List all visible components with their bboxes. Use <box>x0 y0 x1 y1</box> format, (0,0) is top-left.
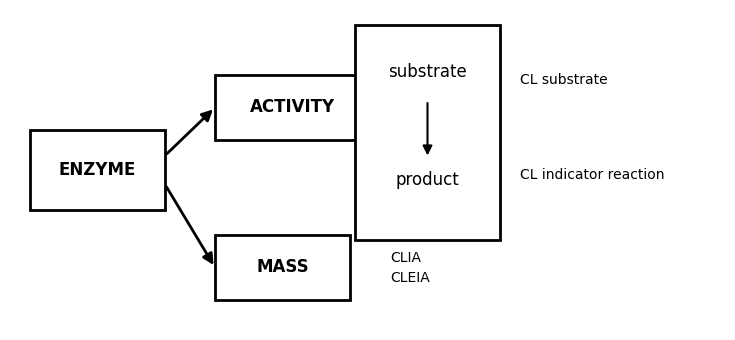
Text: CL indicator reaction: CL indicator reaction <box>520 168 664 182</box>
Text: MASS: MASS <box>257 258 309 276</box>
Text: product: product <box>395 171 459 189</box>
Text: CLIA: CLIA <box>390 251 421 265</box>
Text: CL substrate: CL substrate <box>520 73 608 87</box>
Bar <box>355 25 500 240</box>
Bar <box>215 235 350 300</box>
Text: substrate: substrate <box>388 63 467 81</box>
Text: ENZYME: ENZYME <box>59 161 136 179</box>
Text: CLEIA: CLEIA <box>390 271 430 285</box>
Bar <box>30 130 165 210</box>
Text: ACTIVITY: ACTIVITY <box>250 99 335 117</box>
Bar <box>215 75 370 140</box>
